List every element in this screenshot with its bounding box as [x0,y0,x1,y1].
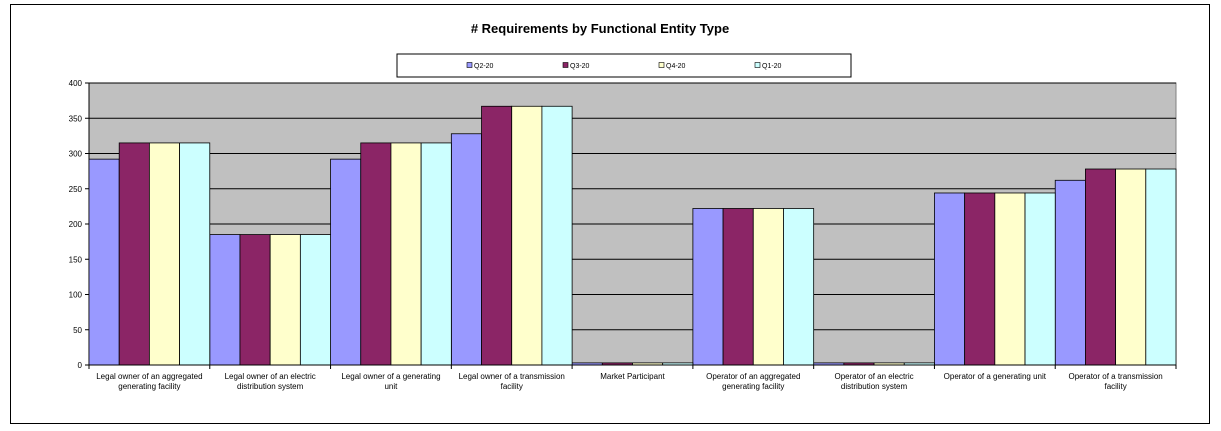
bar-q3-20 [118,142,150,366]
x-category-label: Operator of an aggregated generating faci… [706,372,800,391]
legend-swatch [562,62,569,68]
bar-q2-20 [450,133,482,366]
x-category-label: Operator of a transmission facility [1068,372,1162,391]
legend-swatch [658,62,665,68]
y-tick-label: 300 [69,150,83,159]
bar-q1-20 [541,105,573,366]
bar-q2-20 [692,208,724,366]
chart-title: # Requirements by Functional Entity Type [471,21,729,36]
bar-q4-20 [752,208,784,366]
x-category-label: Market Participant [600,372,665,381]
legend-label: Q3-20 [570,63,590,70]
bar-q2-20 [88,158,120,366]
legend-label: Q4-20 [666,63,686,70]
legend-box [396,53,852,78]
x-category-label: Operator of an electric distribution syst… [834,372,913,391]
x-category-label: Legal owner of a generating unit [341,372,440,391]
bar-q1-20 [1145,168,1177,366]
y-tick-label: 400 [69,79,83,88]
bar-q2-20 [330,158,362,366]
legend-label: Q2-20 [474,63,494,70]
bar-q3-20 [481,105,513,366]
bar-q3-20 [722,208,754,366]
bar-q2-20 [934,192,966,366]
bar-q3-20 [1085,168,1117,366]
bar-q4-20 [511,105,543,366]
y-tick-label: 350 [69,114,83,123]
bar-q4-20 [148,142,180,366]
bar-q4-20 [1115,168,1147,366]
legend: Q2-20 Q3-20 Q4-20 Q1-20 [396,53,852,78]
bar-q4-20 [269,234,301,366]
bar-q3-20 [239,234,271,366]
x-category-label: Legal owner of an electric distribution s… [225,372,316,391]
bar-q1-20 [1024,192,1056,366]
bar-q2-20 [209,234,241,366]
bar-q4-20 [994,192,1026,366]
legend-label: Q1-20 [762,63,782,70]
chart-frame: # Requirements by Functional Entity Type… [10,4,1210,424]
bar-q3-20 [360,142,392,366]
y-tick-label: 50 [73,326,82,335]
y-tick-label: 0 [78,361,83,370]
bar-q4-20 [390,142,422,366]
bar-q1-20 [179,142,211,366]
y-tick-label: 200 [69,220,83,229]
x-category-label: Legal owner of a transmission facility [459,372,565,391]
bar-q1-20 [420,142,452,366]
plot-area: 0 50 100 150 200 250 300 350 400 Legal owner of a… [69,79,1177,391]
bar-q3-20 [964,192,996,366]
legend-swatch [466,62,473,68]
x-category-label: Operator of a generating unit [944,372,1047,381]
y-tick-label: 250 [69,185,83,194]
y-tick-label: 100 [69,291,83,300]
legend-swatch [754,62,761,68]
x-category-label: Legal owner of an aggregated generating f… [96,372,202,391]
bar-q1-20 [783,208,815,366]
bar-q2-20 [1054,179,1086,366]
bar-chart: # Requirements by Functional Entity Type… [69,21,1177,391]
bar-q1-20 [299,234,331,366]
y-tick-label: 150 [69,255,83,264]
